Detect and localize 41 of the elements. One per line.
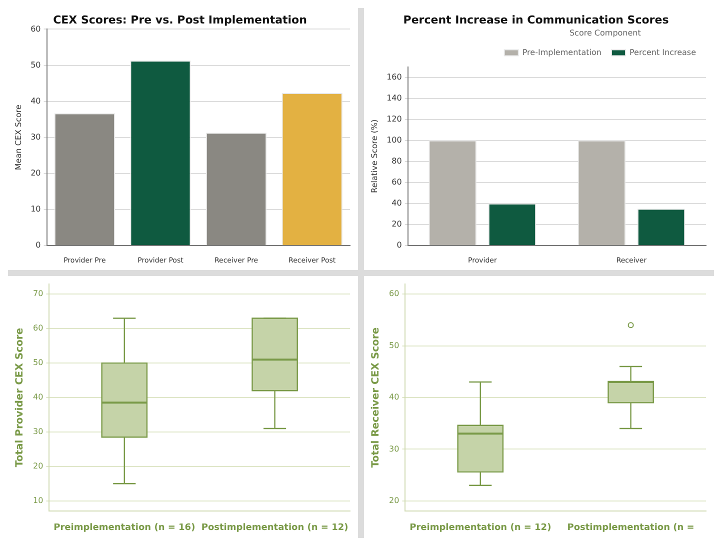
y-tick-label: 100 [386, 136, 402, 144]
y-axis-title: Relative Score (%) [370, 119, 379, 194]
y-tick-label: 60 [392, 178, 402, 187]
y-axis-title: Mean CEX Score [14, 104, 23, 170]
y-tick-label: 50 [32, 358, 44, 368]
y-tick-label: 20 [392, 220, 402, 229]
x-tick-label: Postimplementation (n = [567, 522, 694, 533]
y-tick-label: 80 [392, 156, 402, 166]
y-tick-label: 50 [388, 340, 400, 350]
y-tick-label: 160 [386, 72, 402, 82]
chart-title: CEX Scores: Pre vs. Post Implementation [53, 13, 307, 26]
y-tick-label: 120 [386, 114, 402, 124]
y-tick-label: 140 [386, 93, 402, 102]
y-tick-label: 40 [32, 392, 44, 402]
y-tick-label: 60 [30, 24, 41, 34]
x-tick-label: Preimplementation (n = 12) [410, 522, 552, 533]
y-tick-label: 60 [388, 289, 400, 298]
y-tick-label: 50 [30, 60, 41, 70]
chart-title: Percent Increase in Communication Scores [403, 13, 670, 26]
y-tick-label: 70 [32, 289, 44, 298]
y-axis-title: Total Receiver CEX Score [370, 327, 382, 468]
x-tick-label: Postimplementation (n = 12) [201, 522, 348, 533]
y-tick-label: 20 [388, 496, 400, 505]
y-tick-label: 20 [32, 461, 44, 470]
y-tick-label: 0 [396, 240, 402, 250]
y-axis-title: Total Provider CEX Score [14, 328, 26, 468]
y-tick-label: 60 [32, 324, 44, 333]
y-tick-label: 30 [30, 132, 41, 142]
y-tick-label: 40 [392, 198, 402, 208]
y-tick-label: 0 [36, 240, 41, 250]
y-tick-label: 10 [32, 496, 44, 505]
y-tick-label: 40 [388, 392, 400, 402]
y-tick-label: 30 [32, 427, 44, 436]
legend-title: Score Component [569, 28, 641, 38]
y-tick-label: 40 [30, 96, 41, 106]
legend-label: Pre-Implementation [522, 48, 602, 57]
y-tick-label: 30 [388, 444, 400, 454]
y-tick-label: 20 [30, 168, 41, 178]
legend-label: Percent Increase [630, 48, 696, 57]
x-tick-label: Preimplementation (n = 16) [54, 522, 196, 533]
y-tick-label: 10 [30, 204, 41, 214]
